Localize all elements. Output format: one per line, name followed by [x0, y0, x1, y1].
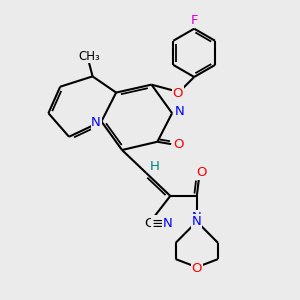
Text: C: C: [144, 217, 153, 230]
Text: F: F: [190, 14, 198, 27]
Text: N: N: [192, 215, 202, 228]
Text: N: N: [175, 105, 184, 118]
Text: O: O: [174, 138, 184, 151]
Text: O: O: [192, 262, 202, 275]
Text: N: N: [163, 217, 172, 230]
Text: O: O: [196, 166, 207, 179]
Text: N: N: [192, 211, 202, 224]
Text: H: H: [149, 160, 159, 173]
Text: ≡: ≡: [151, 215, 164, 230]
Text: N: N: [91, 116, 101, 129]
Text: O: O: [173, 87, 183, 100]
Text: CH₃: CH₃: [78, 50, 100, 63]
